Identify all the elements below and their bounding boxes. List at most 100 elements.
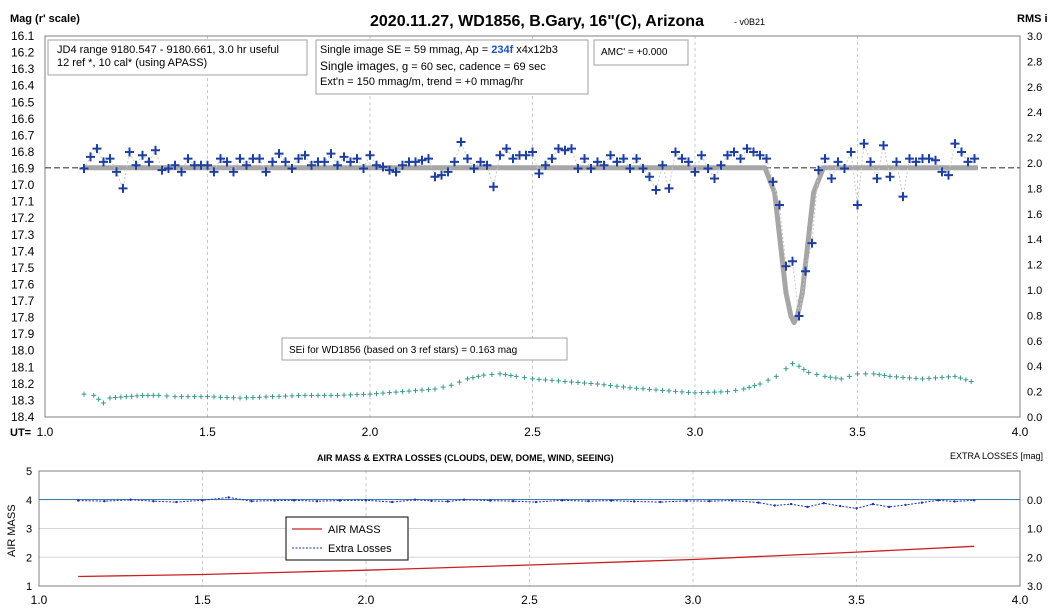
top-y2-tick-label: 1.6 <box>1027 209 1042 221</box>
rms-point <box>933 375 938 381</box>
rms-point <box>913 375 919 381</box>
aperture-value: 234f <box>491 44 513 56</box>
rms-point <box>296 393 301 399</box>
data-point <box>573 164 583 174</box>
data-point <box>775 200 784 210</box>
rms-point <box>211 394 217 400</box>
data-point <box>684 157 693 167</box>
extra-losses-point <box>175 500 178 504</box>
rms-point <box>647 386 652 392</box>
extra-losses-point <box>871 502 875 506</box>
top-y-tick-label: 17.7 <box>11 294 35 308</box>
airmass-line <box>78 545 975 578</box>
top-y-tick-label: 18.4 <box>11 410 35 424</box>
data-point <box>235 154 245 164</box>
rms-point <box>426 387 431 393</box>
rms-point <box>508 373 514 379</box>
rms-point <box>621 384 626 390</box>
rms-point <box>773 373 779 379</box>
rms-point <box>814 371 820 377</box>
rms-point <box>712 389 717 395</box>
top-y2-tick-label: 0.6 <box>1027 336 1042 348</box>
data-point <box>547 154 557 164</box>
sei-label: SEi for WD1856 (based on 3 ref stars) = … <box>289 345 517 356</box>
rms-point <box>432 386 438 392</box>
data-point <box>339 152 349 162</box>
rms-point <box>263 394 269 400</box>
data-point <box>560 145 570 155</box>
data-point <box>183 154 193 164</box>
rms-point <box>218 394 223 400</box>
bottom-plot-grid <box>39 471 1020 586</box>
extra-losses-point <box>489 499 492 502</box>
data-point <box>625 164 635 174</box>
top-y2-axis-ticks: 0.0 0.2 0.4 0.6 0.8 1.0 1.2 1.4 1.6 1.8 2.0 2.2 2.4 2… <box>1027 31 1042 424</box>
top-y-tick-label: 16.7 <box>11 128 35 142</box>
data-point <box>567 144 576 154</box>
extra-losses-points <box>77 496 976 510</box>
data-point <box>521 150 531 160</box>
data-point <box>489 182 498 192</box>
extra-losses-point <box>227 496 230 499</box>
top-y-tick-label: 18.0 <box>11 344 35 358</box>
data-point <box>105 154 115 164</box>
rms-point <box>489 371 495 377</box>
data-point <box>456 137 466 147</box>
bottom-plot-frame <box>38 470 1021 587</box>
rms-point <box>920 376 925 382</box>
bottom-y-axis-ticks: 1 2 3 4 5 <box>26 466 32 593</box>
info-box-jd-line-2: 12 ref *, 10 cal* (using APASS) <box>57 57 207 69</box>
extra-losses-point <box>511 499 515 503</box>
rms-point <box>588 380 594 386</box>
rms-point <box>863 371 869 377</box>
rms-point <box>250 394 256 400</box>
rms-point <box>81 391 87 397</box>
extra-losses-point <box>610 499 613 502</box>
data-connector-line <box>83 140 975 317</box>
extra-losses-point <box>534 500 538 504</box>
rms-point <box>107 395 113 401</box>
rms-point <box>244 395 249 401</box>
chart-title: 2020.11.27, WD1856, B.Gary, 16"(C), Ariz… <box>370 13 704 30</box>
extra-losses-point <box>587 499 590 503</box>
top-y2-tick-label: 2.8 <box>1027 56 1042 68</box>
bottom-y2-tick-label: 1.0 <box>1027 524 1042 536</box>
data-point <box>957 147 966 157</box>
data-point <box>807 238 817 248</box>
top-x-tick-label: 1.0 <box>37 425 54 439</box>
data-point <box>619 154 628 164</box>
info-box-photometry <box>315 39 589 95</box>
top-x-axis-ticks: 1.0 1.5 2.0 2.5 3.0 3.5 4.0 <box>37 425 1029 439</box>
top-y2-tick-label: 2.4 <box>1027 107 1042 119</box>
top-y-tick-label: 16.5 <box>11 95 35 109</box>
bottom-x-tick-label: 3.5 <box>848 593 865 607</box>
data-point <box>944 170 953 180</box>
top-y-tick-label: 17.0 <box>11 178 35 192</box>
rms-point <box>322 392 327 398</box>
rms-point <box>562 378 568 384</box>
data-point <box>716 160 726 170</box>
rms-point <box>475 373 481 379</box>
data-point <box>788 256 797 266</box>
data-point <box>469 164 479 174</box>
top-y-tick-label: 16.2 <box>11 46 35 60</box>
data-point <box>300 150 310 160</box>
data-point <box>398 160 407 170</box>
top-y-tick-label: 17.5 <box>11 261 35 275</box>
data-point <box>86 152 95 162</box>
rms-point <box>448 382 454 388</box>
data-point <box>274 149 284 159</box>
data-point <box>333 160 342 170</box>
rms-point <box>406 388 412 394</box>
rms-point <box>185 394 191 400</box>
rms-point <box>367 391 373 397</box>
rms-point <box>705 389 711 395</box>
bottom-y2-tick-label: 3.0 <box>1027 581 1042 593</box>
extra-losses-point <box>685 499 688 503</box>
rms-point <box>952 373 958 379</box>
info-box-line-3: Ext'n = 150 mmag/m, trend = +0 mmag/hr <box>320 76 524 88</box>
extra-losses-point <box>315 499 319 503</box>
data-point <box>528 147 537 157</box>
data-point <box>827 173 836 183</box>
